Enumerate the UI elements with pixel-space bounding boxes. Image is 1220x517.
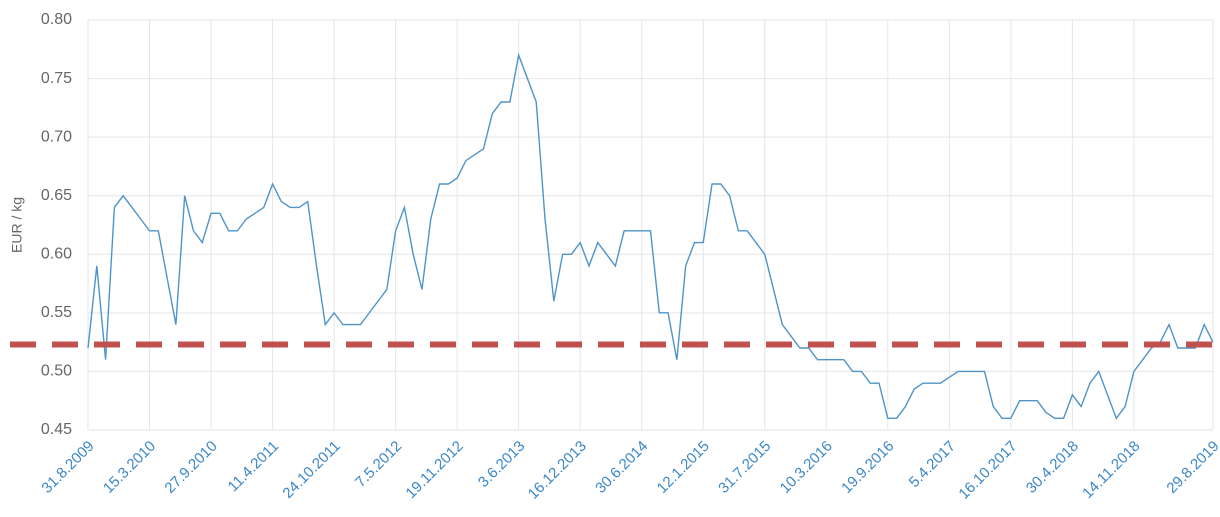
x-tick-label: 31.8.2009	[38, 438, 97, 497]
y-tick-label: 0.55	[41, 304, 72, 321]
x-tick-label: 19.9.2016	[838, 438, 897, 497]
x-tick-label: 11.4.2011	[225, 438, 283, 496]
x-tick-label: 31.7.2015	[715, 438, 774, 497]
x-tick-label: 27.9.2010	[161, 438, 220, 497]
x-tick-label: 15.3.2010	[100, 438, 159, 497]
x-tick-label: 29.8.2019	[1163, 438, 1220, 497]
x-tick-label: 14.11.2018	[1079, 438, 1143, 502]
x-tick-label: 16.10.2017	[955, 438, 1020, 503]
x-tick-label: 30.4.2018	[1023, 438, 1082, 497]
x-tick-label: 30.6.2014	[592, 438, 651, 497]
x-tick-label: 3.6.2013	[475, 438, 528, 491]
line	[87, 52, 1214, 420]
y-tick-label: 0.65	[41, 187, 72, 204]
x-tick-label: 24.10.2011	[279, 438, 343, 502]
y-tick-label: 0.50	[41, 363, 72, 380]
y-tick-label: 0.75	[41, 70, 72, 87]
y-tick-label: 0.60	[41, 246, 72, 263]
x-tick-label: 10.3.2016	[777, 438, 836, 497]
x-tick-label: 5.4.2017	[906, 438, 959, 491]
x-tick-label: 19.11.2012	[402, 438, 466, 502]
y-tick-label: 0.45	[41, 421, 72, 438]
x-tick-label: 7.5.2012	[352, 438, 405, 491]
y-tick-label: 0.80	[41, 11, 72, 28]
y-axis-label: EUR / kg	[9, 197, 25, 253]
x-tick-label: 16.12.2013	[525, 438, 590, 503]
y-tick-label: 0.70	[41, 128, 72, 145]
x-tick-label: 12.1.2015	[654, 438, 713, 497]
